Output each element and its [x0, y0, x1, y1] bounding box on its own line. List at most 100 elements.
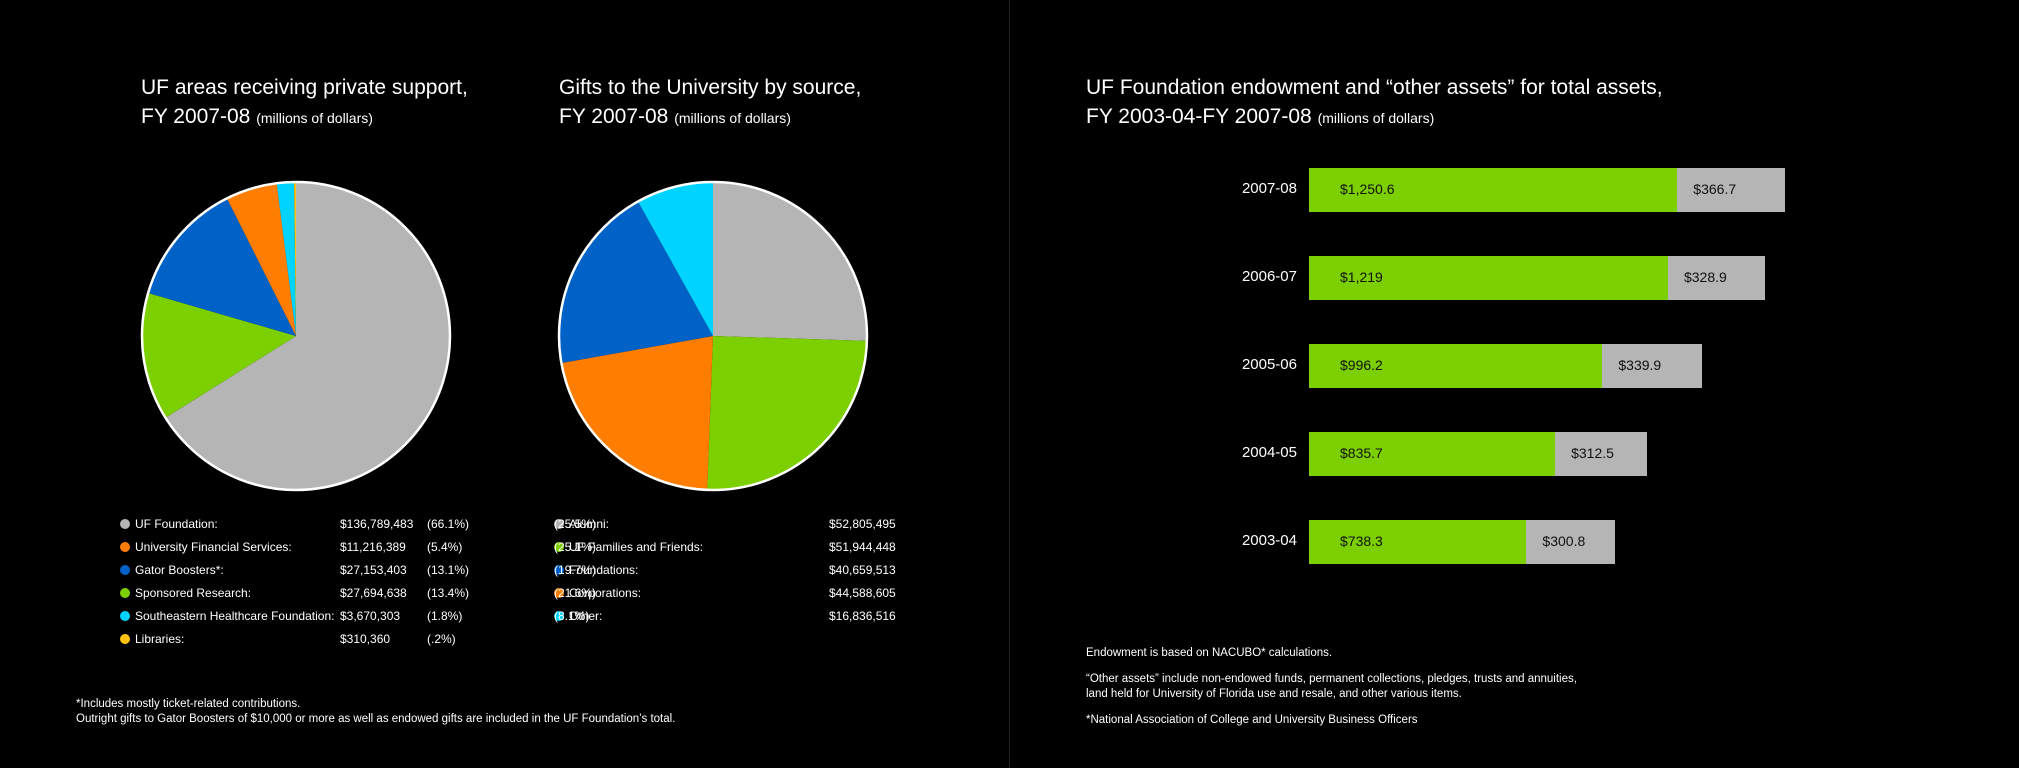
chart1-legend-amount: $3,670,303: [340, 609, 401, 623]
chart1-legend-label: Gator Boosters*:: [135, 563, 224, 577]
chart1-legend-amount: $310,360: [340, 632, 391, 646]
chart1-legend-label: Libraries:: [135, 632, 185, 646]
chart1-legend-swatch: [120, 565, 130, 575]
chart165-legend-percent: (19.7%): [554, 563, 597, 577]
chart1-slice-4: [276, 182, 296, 336]
chart2-slice-4: [637, 182, 713, 336]
chart2-slice-3: [561, 336, 713, 490]
chart1-legend: UF Foundation: $136,789,483 (66.1%) Univers…: [120, 517, 480, 646]
chart1-legend-label: UF Foundation:: [135, 517, 218, 531]
bar-endowment: [1309, 344, 1603, 388]
chart1-legend-swatch: [120, 542, 130, 552]
chart165-legend-swatch: [554, 611, 564, 621]
chart165-legend-percent: (25.5%): [554, 517, 597, 531]
chart1-legend-swatch: [120, 611, 130, 621]
chart2-legend: Alumni: $52,805,495 (25.5%) UF Families and…: [554, 517, 896, 623]
bar-category-label: 2007-08: [1241, 180, 1297, 197]
chart2-slice-1: [707, 336, 867, 490]
chart165-legend-swatch: [554, 588, 564, 598]
chart1-legend-swatch: [120, 588, 130, 598]
footnote-right-2: “Other assets” include non-endowed funds…: [1086, 673, 1577, 685]
chart3-title-fy: FY 2003-04-FY 2007-08: [1086, 105, 1312, 128]
chart165-legend-percent: (21.6%): [554, 586, 597, 600]
bar-category-label: 2005-06: [1241, 356, 1297, 373]
chart3-title-line2: FY 2003-04-FY 2007-08 (millions of dolla…: [1086, 102, 1663, 133]
chart1-legend-swatch: [120, 634, 130, 644]
chart1-legend-amount: $11,216,389: [340, 540, 406, 554]
chart2-title-line1: Gifts to the University by source,: [559, 76, 862, 99]
bar-category-label: 2004-05: [1241, 444, 1297, 461]
bar-endowment-label: $996.2: [1340, 357, 1383, 373]
chart1-slice-3: [142, 293, 296, 418]
chart1-title-fy: FY 2007-08: [141, 105, 251, 128]
chart165-legend-swatch: [554, 519, 564, 529]
chart1-title-line1: UF areas receiving private support,: [141, 76, 468, 99]
bar-endowment: [1309, 168, 1678, 212]
chart1-slice-2: [148, 198, 296, 336]
bar-other-assets-label: $339.9: [1618, 357, 1662, 373]
chart165-legend-amount: $16,836,516: [829, 609, 896, 623]
chart1-slice-5: [294, 182, 296, 336]
chart1-slice-1: [226, 183, 296, 336]
bar-other-assets: [1526, 520, 1615, 564]
bar-other-assets: [1602, 344, 1703, 388]
bar-endowment-label: $738.3: [1340, 533, 1383, 549]
bar-other-assets: [1667, 256, 1765, 300]
chart165-legend-label: Foundations:: [569, 563, 639, 577]
chart1-legend-percent: (5.4%): [427, 540, 463, 554]
chart1-legend-amount: $27,153,403: [340, 563, 407, 577]
footnote-left-1: *Includes mostly ticket-related contribu…: [76, 698, 301, 710]
chart3-title-line1: UF Foundation endowment and “other asset…: [1086, 76, 1663, 99]
chart165-legend-percent: (8.1%): [554, 609, 590, 623]
chart1-unit: (millions of dollars): [256, 110, 373, 126]
chart165-legend-swatch: [554, 542, 564, 552]
chart1-title: UF areas receiving private support, FY 2…: [141, 73, 468, 133]
footnote-left-2: Outright gifts to Gator Boosters of $10,…: [76, 713, 676, 725]
chart1-legend-label: Southeastern Healthcare Foundation:: [135, 609, 335, 623]
chart165-legend-label: Alumni:: [569, 517, 610, 531]
bar-endowment-label: $1,219: [1340, 269, 1383, 285]
chart1-legend-amount: $27,694,638: [340, 586, 407, 600]
bar-other-assets-label: $312.5: [1571, 445, 1614, 461]
bar-other-assets-label: $328.9: [1683, 269, 1727, 285]
bar-other-assets: [1677, 168, 1786, 212]
chart1-slice-0: [165, 182, 451, 490]
chart1-legend-label: University Financial Services:: [135, 540, 292, 554]
chart165-legend-percent: (25.1%): [554, 540, 597, 554]
footnote-right-4: *National Association of College and Uni…: [1086, 714, 1418, 726]
chart165-legend-label: UF Families and Friends:: [569, 540, 704, 554]
page-divider: [1009, 0, 1010, 768]
bar-endowment: [1309, 520, 1527, 564]
chart165-legend-label: Other:: [569, 609, 603, 623]
chart2-title-line2: FY 2007-08 (millions of dollars): [559, 102, 861, 133]
chart2-slice-0: [713, 182, 867, 341]
chart2-pie-outline: [557, 180, 869, 492]
bar-other-assets: [1555, 432, 1648, 476]
chart165-legend-amount: $40,659,513: [829, 563, 896, 577]
bar-other-assets-label: $366.7: [1693, 181, 1737, 197]
chart3-title: UF Foundation endowment and “other asset…: [1086, 73, 1663, 133]
footnote-right: Endowment is based on NACUBO* calculatio…: [1086, 646, 1577, 728]
chart3-unit: (millions of dollars): [1317, 110, 1435, 126]
chart1-legend-percent: (13.1%): [427, 563, 470, 577]
bar-endowment: [1309, 432, 1556, 476]
footnote-right-1: Endowment is based on NACUBO* calculatio…: [1086, 647, 1333, 659]
footnote-left: *Includes mostly ticket-related contribu…: [76, 697, 675, 727]
bar-category-label: 2003-04: [1241, 532, 1297, 549]
bar-endowment: [1309, 256, 1668, 300]
bar-endowment-label: $1,250.6: [1340, 181, 1395, 197]
chart1-title-line2: FY 2007-08 (millions of dollars): [141, 102, 468, 133]
chart2-title: Gifts to the University by source, FY 20…: [559, 73, 861, 133]
footnote-right-3: land held for University of Florida use …: [1086, 688, 1462, 700]
chart1-pie-outline: [140, 180, 452, 492]
chart2-unit: (millions of dollars): [674, 110, 791, 126]
chart1-legend-percent: (1.8%): [427, 609, 463, 623]
chart1-legend-amount: $136,789,483: [340, 517, 414, 531]
bar-category-label: 2006-07: [1241, 268, 1297, 285]
chart165-legend-swatch: [554, 565, 564, 575]
chart165-legend-amount: $52,805,495: [829, 517, 896, 531]
bar-other-assets-label: $300.8: [1542, 533, 1586, 549]
chart1-legend-percent: (.2%): [427, 632, 456, 646]
chart2-title-fy: FY 2007-08: [559, 105, 669, 128]
